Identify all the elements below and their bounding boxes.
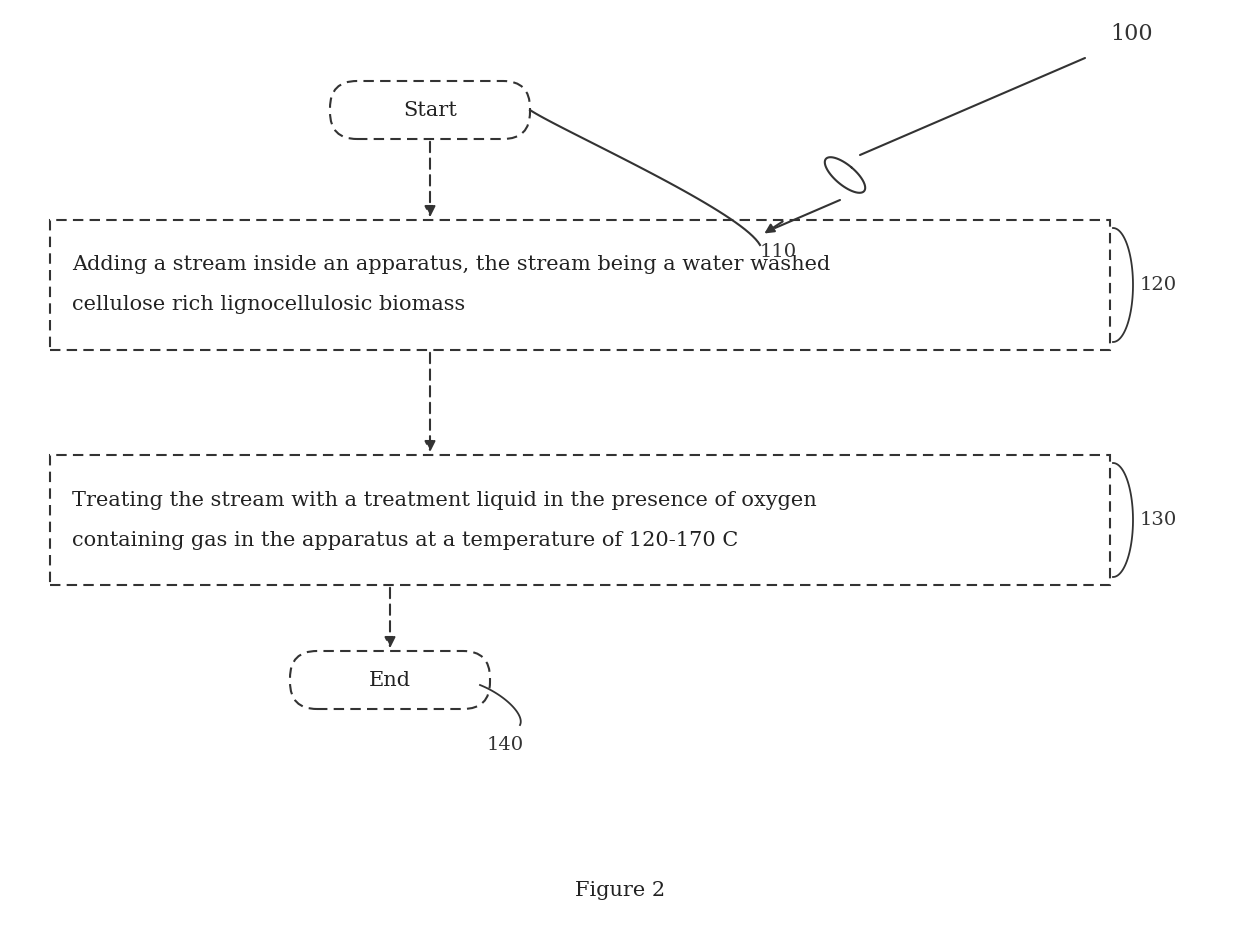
Text: 120: 120 [1140,276,1177,294]
Text: cellulose rich lignocellulosic biomass: cellulose rich lignocellulosic biomass [72,296,465,315]
Text: Treating the stream with a treatment liquid in the presence of oxygen: Treating the stream with a treatment liq… [72,490,817,510]
Text: Adding a stream inside an apparatus, the stream being a water washed: Adding a stream inside an apparatus, the… [72,255,831,274]
FancyBboxPatch shape [290,651,490,709]
Text: containing gas in the apparatus at a temperature of 120-170 C: containing gas in the apparatus at a tem… [72,531,738,549]
Text: 100: 100 [1110,23,1153,45]
Text: Figure 2: Figure 2 [575,881,665,900]
FancyBboxPatch shape [330,81,529,139]
Text: Start: Start [403,100,456,119]
Text: End: End [370,670,410,689]
FancyBboxPatch shape [50,455,1110,585]
Text: 110: 110 [760,243,797,261]
FancyBboxPatch shape [50,220,1110,350]
Text: 130: 130 [1140,511,1177,529]
Text: 140: 140 [486,736,523,754]
